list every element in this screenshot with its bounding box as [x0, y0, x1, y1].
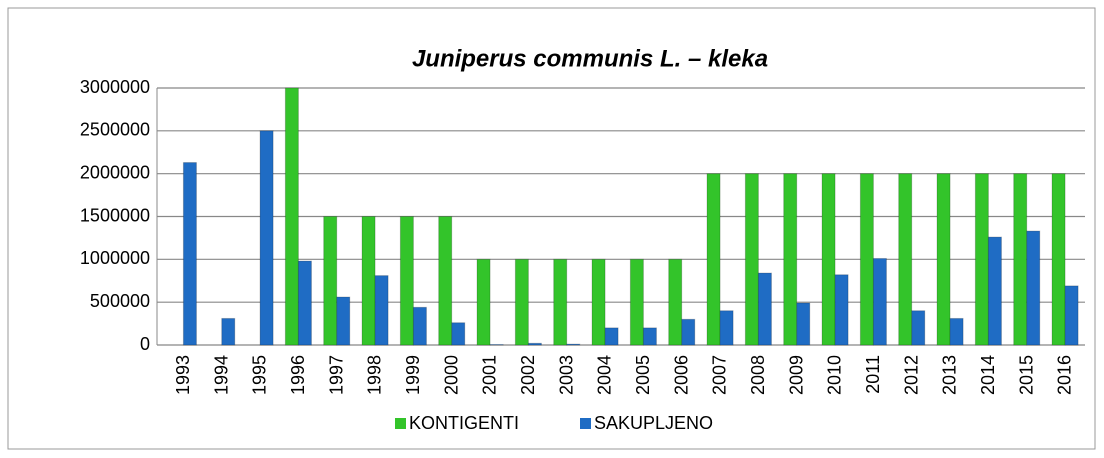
x-tick-label: 2005 [633, 355, 653, 395]
bar [438, 216, 453, 346]
x-tick-label: 2015 [1016, 355, 1036, 395]
bar [604, 327, 619, 346]
x-tick-label: 2008 [748, 355, 768, 395]
bar [1013, 173, 1028, 346]
bar [719, 310, 734, 346]
bar [681, 318, 696, 346]
legend-swatch [580, 418, 591, 429]
bar [706, 173, 721, 346]
bar [399, 216, 414, 346]
x-tick-label: 1999 [403, 355, 423, 395]
x-tick-label: 1997 [326, 355, 346, 395]
x-tick-label: 2006 [671, 355, 691, 395]
bar [1051, 173, 1066, 346]
bar [591, 258, 606, 346]
bar [412, 306, 427, 346]
bar [629, 258, 644, 346]
x-tick-label: 2014 [978, 355, 998, 395]
bar [451, 322, 466, 346]
bar [668, 258, 683, 346]
x-tick-label: 1996 [288, 355, 308, 395]
y-tick-label: 2000000 [80, 162, 150, 182]
legend-swatch [395, 418, 406, 429]
bar [757, 272, 772, 346]
y-tick-label: 2500000 [80, 120, 150, 140]
bar [744, 173, 759, 346]
x-tick-label: 2003 [556, 355, 576, 395]
y-tick-label: 500000 [90, 291, 150, 311]
x-tick-label: 1995 [250, 355, 270, 395]
x-tick-label: 2002 [518, 355, 538, 395]
x-tick-label: 2016 [1055, 355, 1075, 395]
x-tick-label: 2013 [940, 355, 960, 395]
x-tick-label: 2001 [480, 355, 500, 395]
bar [987, 236, 1002, 346]
y-tick-label: 0 [140, 334, 150, 354]
bar [297, 260, 312, 346]
y-tick-label: 1000000 [80, 248, 150, 268]
bar [566, 343, 581, 346]
bar [476, 258, 491, 346]
bar [1026, 230, 1041, 346]
bar [1064, 285, 1079, 346]
x-tick-label: 2009 [786, 355, 806, 395]
bar [514, 258, 529, 346]
x-tick-label: 2007 [710, 355, 730, 395]
bar [374, 275, 389, 346]
bar [949, 317, 964, 346]
bar [936, 173, 951, 346]
chart-title: Juniperus communis L. – kleka [412, 45, 768, 72]
bar [872, 257, 887, 346]
x-tick-label: 1998 [365, 355, 385, 395]
bar [783, 173, 798, 346]
x-tick-label: 2011 [863, 355, 883, 394]
bar [796, 302, 811, 346]
bar [821, 173, 836, 346]
bar [974, 173, 989, 346]
x-tick-label: 2000 [441, 355, 461, 395]
x-tick-label: 2004 [595, 355, 615, 395]
bar [642, 327, 657, 346]
bar [259, 130, 274, 346]
bar [859, 173, 874, 346]
bar [323, 216, 338, 346]
x-tick-label: 2012 [901, 355, 921, 395]
bar [553, 258, 568, 346]
bar [834, 274, 849, 346]
legend-label: KONTIGENTI [409, 413, 519, 433]
bar [911, 310, 926, 346]
bar [527, 342, 542, 346]
bar [336, 296, 351, 346]
bar [898, 173, 913, 346]
bar [221, 317, 236, 346]
bar [284, 87, 299, 346]
x-tick-label: 2010 [825, 355, 845, 395]
bar [182, 162, 197, 346]
y-tick-label: 3000000 [80, 77, 150, 97]
x-tick-label: 1993 [173, 355, 193, 395]
bar [361, 216, 376, 346]
legend-label: SAKUPLJENO [594, 413, 713, 433]
x-tick-label: 1994 [211, 355, 231, 395]
chart-frame [7, 7, 1096, 450]
y-tick-label: 1500000 [80, 205, 150, 225]
